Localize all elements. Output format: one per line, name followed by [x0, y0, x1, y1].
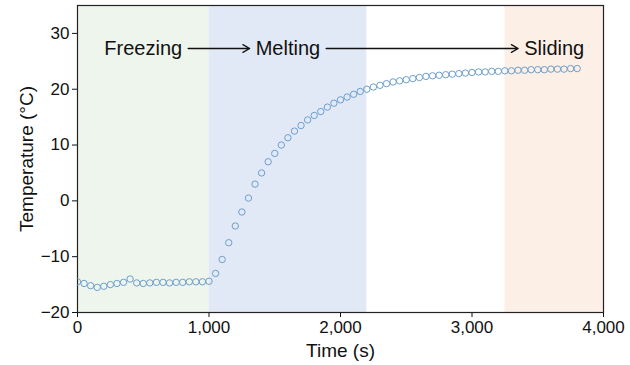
- svg-text:Temperature (°C): Temperature (°C): [16, 86, 37, 232]
- svg-text:0: 0: [60, 191, 69, 210]
- svg-text:−20: −20: [41, 303, 70, 322]
- svg-text:20: 20: [51, 80, 70, 99]
- svg-text:Sliding: Sliding: [524, 37, 584, 59]
- svg-text:10: 10: [51, 135, 70, 154]
- svg-text:2,000: 2,000: [319, 318, 362, 337]
- svg-text:3,000: 3,000: [451, 318, 494, 337]
- svg-text:30: 30: [51, 24, 70, 43]
- svg-text:Time (s): Time (s): [306, 340, 375, 361]
- svg-text:4,000: 4,000: [582, 318, 625, 337]
- svg-text:Melting: Melting: [256, 37, 320, 59]
- svg-text:1,000: 1,000: [188, 318, 231, 337]
- svg-text:Freezing: Freezing: [104, 37, 182, 59]
- svg-text:−10: −10: [41, 247, 70, 266]
- svg-text:0: 0: [73, 318, 82, 337]
